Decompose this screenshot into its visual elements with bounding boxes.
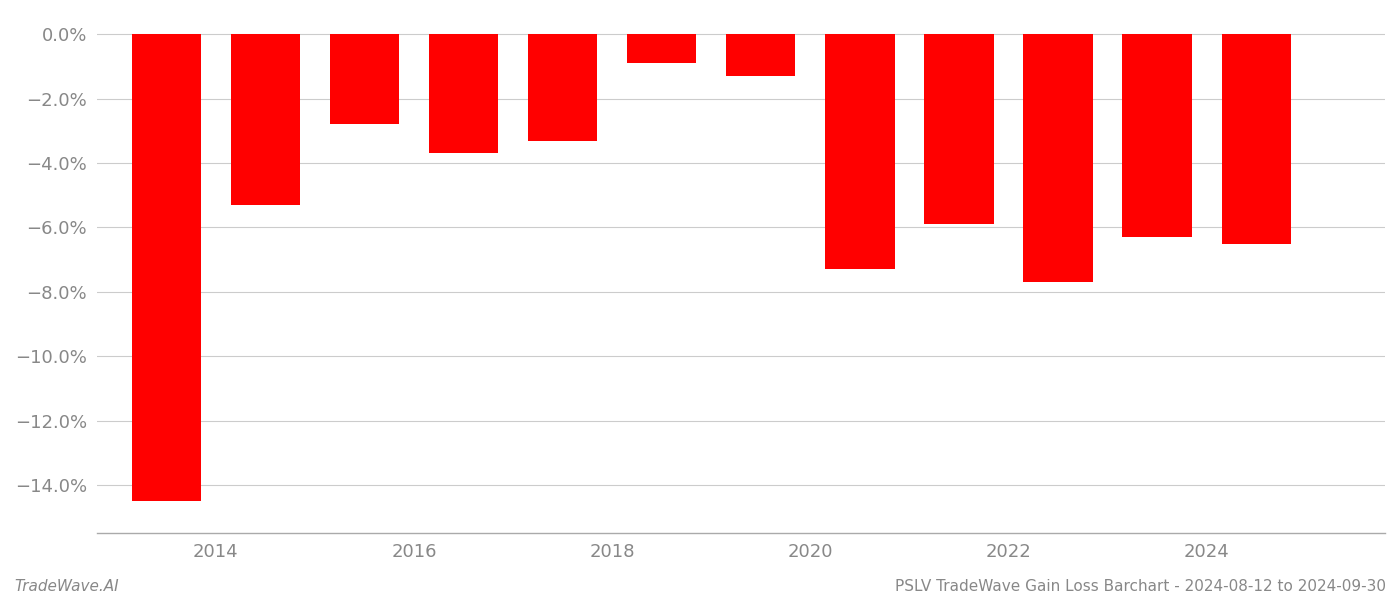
Bar — [1023, 34, 1092, 282]
Bar — [528, 34, 598, 140]
Text: PSLV TradeWave Gain Loss Barchart - 2024-08-12 to 2024-09-30: PSLV TradeWave Gain Loss Barchart - 2024… — [895, 579, 1386, 594]
Bar — [825, 34, 895, 269]
Bar — [1123, 34, 1191, 237]
Text: TradeWave.AI: TradeWave.AI — [14, 579, 119, 594]
Bar — [132, 34, 200, 501]
Bar — [330, 34, 399, 124]
Bar — [727, 34, 795, 76]
Bar — [1222, 34, 1291, 244]
Bar — [231, 34, 300, 205]
Bar — [924, 34, 994, 224]
Bar — [627, 34, 696, 63]
Bar — [428, 34, 498, 154]
